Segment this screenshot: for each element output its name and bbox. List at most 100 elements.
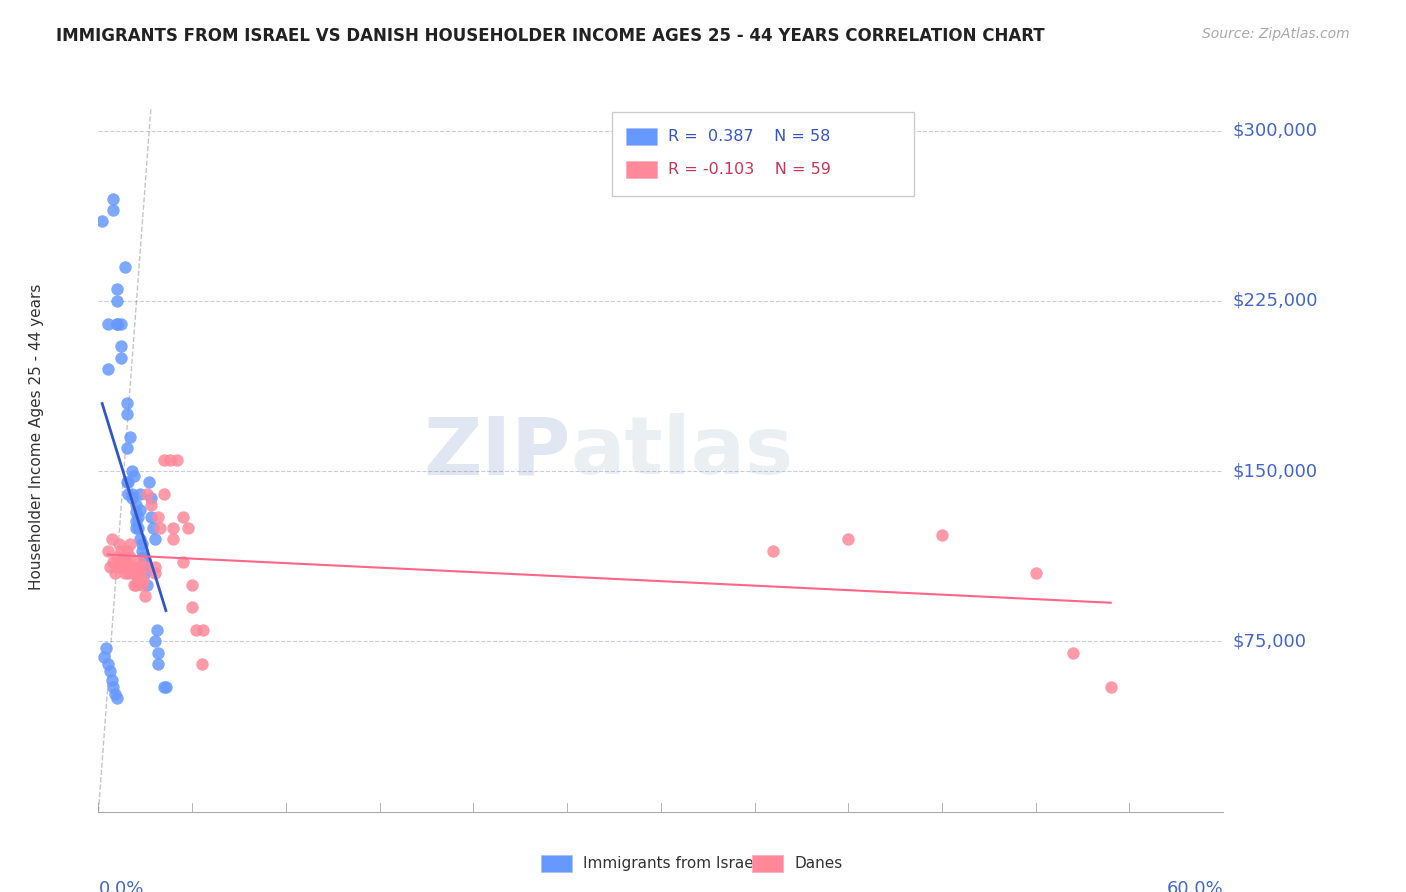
Point — [115, 475, 138, 490]
Point — [97, 362, 120, 376]
Point — [105, 550, 128, 565]
Point — [1025, 566, 1047, 581]
Point — [136, 577, 159, 591]
Text: $300,000: $300,000 — [1233, 121, 1317, 139]
Point — [136, 487, 159, 501]
Point — [115, 442, 138, 456]
Point — [97, 317, 120, 331]
Point — [132, 559, 155, 574]
Point — [122, 577, 145, 591]
Point — [108, 537, 131, 551]
Point — [121, 491, 143, 506]
Point — [125, 521, 148, 535]
Point — [172, 509, 194, 524]
Point — [762, 543, 785, 558]
Point — [143, 634, 166, 648]
Point — [93, 650, 115, 665]
Text: atlas: atlas — [571, 413, 794, 491]
Point — [97, 657, 120, 672]
Point — [172, 555, 194, 569]
Text: 60.0%: 60.0% — [1167, 880, 1223, 892]
Point — [128, 487, 150, 501]
Point — [122, 468, 145, 483]
Point — [128, 555, 150, 569]
Point — [134, 555, 156, 569]
Point — [110, 555, 132, 569]
Point — [105, 283, 128, 297]
Text: $225,000: $225,000 — [1233, 292, 1317, 310]
Point — [121, 464, 143, 478]
Point — [105, 317, 128, 331]
Point — [153, 487, 176, 501]
Point — [104, 566, 127, 581]
Point — [117, 559, 139, 574]
Point — [177, 521, 200, 535]
Point — [104, 687, 127, 701]
Point — [190, 657, 212, 672]
Point — [105, 691, 128, 706]
Text: ZIP: ZIP — [423, 413, 571, 491]
Point — [162, 521, 184, 535]
Point — [131, 543, 153, 558]
Point — [94, 641, 117, 656]
Point — [127, 559, 149, 574]
Point — [111, 550, 134, 565]
Text: Danes: Danes — [794, 856, 842, 871]
Point — [139, 509, 162, 524]
Point — [110, 543, 132, 558]
Point — [103, 680, 125, 694]
Point — [127, 509, 149, 524]
Text: $150,000: $150,000 — [1233, 462, 1317, 480]
Point — [97, 543, 120, 558]
Point — [142, 521, 165, 535]
Point — [148, 509, 170, 524]
Point — [98, 664, 121, 678]
Point — [148, 657, 170, 672]
Point — [125, 498, 148, 512]
Point — [125, 505, 148, 519]
Point — [110, 339, 132, 353]
Text: R = -0.103    N = 59: R = -0.103 N = 59 — [668, 162, 831, 177]
Point — [121, 559, 143, 574]
Point — [149, 521, 172, 535]
Point — [103, 202, 125, 217]
Point — [105, 559, 128, 574]
Point — [125, 566, 148, 581]
Text: Immigrants from Israel: Immigrants from Israel — [583, 856, 758, 871]
Point — [91, 214, 114, 228]
Point — [117, 475, 139, 490]
Text: Source: ZipAtlas.com: Source: ZipAtlas.com — [1202, 27, 1350, 41]
Point — [837, 533, 859, 547]
Point — [193, 623, 215, 637]
Point — [117, 487, 139, 501]
Point — [115, 408, 138, 422]
Point — [125, 514, 148, 528]
Point — [110, 351, 132, 365]
Point — [184, 623, 207, 637]
Point — [931, 527, 953, 541]
Point — [153, 452, 176, 467]
Point — [120, 430, 142, 444]
Point — [127, 521, 149, 535]
Point — [100, 533, 122, 547]
Point — [181, 577, 204, 591]
Text: $75,000: $75,000 — [1233, 632, 1306, 650]
Point — [115, 396, 138, 410]
Point — [145, 623, 167, 637]
Point — [159, 452, 181, 467]
Point — [134, 566, 156, 581]
Point — [153, 680, 176, 694]
Point — [132, 573, 155, 587]
Point — [127, 571, 149, 585]
Point — [105, 293, 128, 308]
Point — [155, 680, 177, 694]
Point — [103, 555, 125, 569]
Point — [128, 566, 150, 581]
Point — [121, 487, 143, 501]
Point — [1062, 646, 1084, 660]
Point — [148, 646, 170, 660]
Point — [115, 543, 138, 558]
Point — [120, 550, 142, 565]
Point — [121, 566, 143, 581]
Point — [139, 491, 162, 506]
